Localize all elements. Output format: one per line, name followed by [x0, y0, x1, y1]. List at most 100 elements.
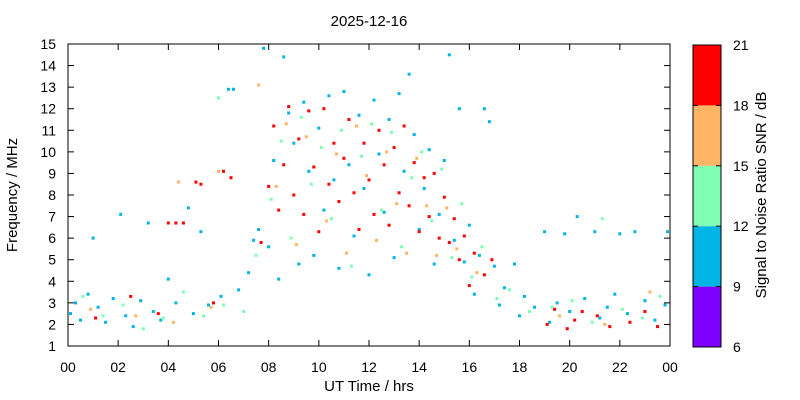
- data-point: [274, 184, 278, 188]
- data-point: [427, 148, 431, 152]
- y-tick-label: 2: [48, 316, 56, 332]
- plot-frame: [67, 43, 671, 347]
- colorbar-tick-label: 18: [733, 97, 749, 113]
- data-point: [367, 178, 371, 182]
- data-point: [262, 46, 266, 50]
- data-point: [69, 312, 72, 316]
- data-point: [553, 307, 557, 311]
- data-point: [151, 310, 155, 313]
- data-point: [257, 228, 261, 231]
- data-point: [324, 219, 328, 223]
- data-point: [605, 305, 609, 309]
- data-point: [372, 98, 376, 102]
- data-point: [620, 307, 624, 311]
- data-point: [347, 163, 351, 167]
- data-point: [412, 133, 416, 137]
- data-point: [462, 260, 466, 264]
- data-point: [565, 327, 569, 331]
- x-tick-label: 00: [60, 359, 76, 375]
- y-tick-label: 14: [40, 58, 56, 74]
- data-point: [575, 215, 579, 219]
- data-point: [282, 163, 286, 167]
- data-point: [470, 275, 474, 279]
- data-point: [666, 230, 669, 234]
- data-point: [362, 141, 366, 145]
- colorbar-segment: [693, 105, 721, 166]
- data-point: [209, 305, 213, 309]
- data-point: [349, 264, 353, 268]
- data-point: [302, 212, 306, 216]
- data-point: [457, 258, 461, 262]
- data-point: [370, 122, 373, 126]
- data-point: [352, 191, 356, 195]
- data-point: [357, 228, 361, 231]
- data-point: [487, 120, 491, 124]
- data-point: [355, 124, 358, 128]
- data-point: [580, 310, 584, 313]
- y-tick-label: 5: [48, 252, 56, 268]
- data-point: [79, 318, 82, 322]
- data-point: [450, 256, 454, 260]
- data-point: [392, 256, 396, 260]
- data-point: [319, 146, 323, 149]
- data-point: [570, 299, 574, 303]
- data-point: [247, 271, 251, 275]
- data-point: [131, 325, 135, 329]
- data-point: [375, 238, 378, 242]
- data-point: [377, 128, 381, 132]
- colorbar-segment: [693, 226, 721, 287]
- data-point: [337, 200, 341, 203]
- data-point: [502, 286, 506, 290]
- data-point: [159, 318, 163, 322]
- data-point: [74, 301, 77, 305]
- data-point: [81, 294, 85, 298]
- x-tick-label: 00: [662, 359, 678, 375]
- data-point: [417, 228, 421, 231]
- data-point: [590, 320, 594, 324]
- data-point: [568, 310, 572, 313]
- data-point: [277, 208, 281, 212]
- data-point: [344, 251, 348, 255]
- data-point: [129, 294, 133, 298]
- data-point: [550, 305, 554, 309]
- data-point: [322, 107, 326, 111]
- data-point: [407, 72, 411, 76]
- data-point: [422, 176, 426, 180]
- data-point: [222, 303, 225, 307]
- data-point: [327, 182, 331, 186]
- data-point: [447, 53, 451, 57]
- data-point: [267, 245, 271, 249]
- x-tick-labels: 00 02 04 06 08 10 12 14 16 18 20 22 00: [60, 359, 678, 375]
- data-point: [365, 174, 368, 178]
- data-point: [422, 187, 426, 190]
- colorbar-label: Signal to Noise Ratio SNR / dB: [753, 92, 770, 299]
- data-point: [528, 310, 531, 313]
- data-point: [402, 169, 406, 173]
- data-point: [89, 307, 93, 311]
- data-point: [139, 299, 143, 303]
- data-point: [237, 288, 241, 292]
- data-point: [96, 305, 100, 309]
- data-point: [397, 191, 401, 195]
- data-point: [94, 316, 98, 320]
- data-point: [357, 113, 361, 117]
- data-point: [222, 169, 225, 173]
- data-point: [279, 139, 283, 143]
- data-point: [417, 230, 421, 234]
- data-point: [410, 176, 414, 180]
- data-point: [194, 180, 198, 184]
- data-point: [395, 202, 399, 206]
- data-point: [252, 238, 256, 242]
- data-point: [593, 230, 597, 234]
- x-tick-label: 08: [261, 359, 277, 375]
- data-point: [445, 206, 449, 210]
- x-tick-label: 06: [211, 359, 227, 375]
- data-point: [161, 316, 165, 320]
- data-point: [367, 273, 371, 277]
- data-point: [307, 169, 311, 173]
- data-point: [608, 325, 612, 329]
- data-point: [475, 271, 479, 275]
- data-point: [334, 152, 338, 156]
- data-point: [272, 159, 276, 162]
